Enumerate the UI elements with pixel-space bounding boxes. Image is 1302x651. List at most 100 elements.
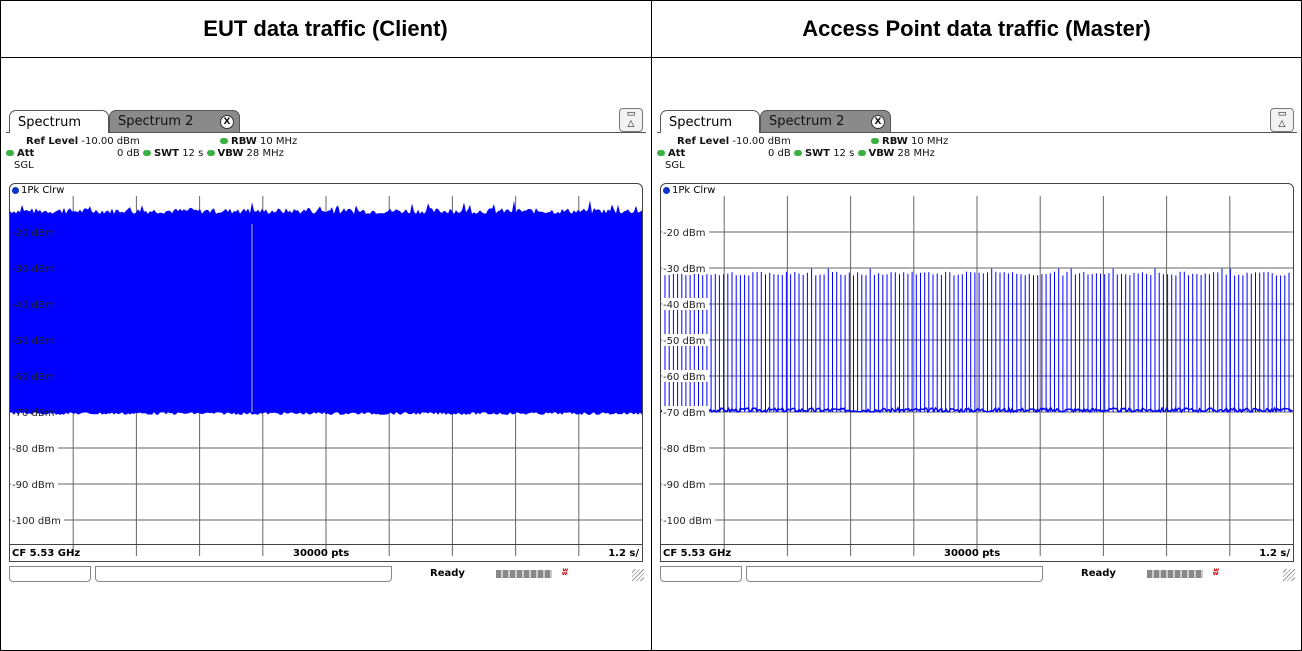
y-tick-label: -80 dBm	[663, 444, 705, 455]
trace-label: 1Pk Clrw	[12, 185, 64, 196]
y-tick-bg	[662, 262, 709, 274]
tab-underline	[6, 132, 646, 133]
status-bar: Ready ʬ	[657, 565, 1297, 585]
swt-coupled-icon	[142, 150, 151, 156]
ref-level-row: Ref Level -10.00 dBm	[677, 136, 791, 147]
att-coupled-icon	[657, 150, 665, 156]
status-field-1[interactable]	[660, 566, 742, 582]
chart-footer: CF 5.53 GHz 30000 pts 1.2 s/	[9, 544, 643, 563]
y-tick-label: -40 dBm	[663, 300, 705, 311]
y-tick-label: -30 dBm	[663, 264, 705, 275]
y-tick-label: -100 dBm	[663, 516, 712, 527]
progress-bars	[1147, 570, 1203, 578]
vbw-coupled-icon	[857, 150, 866, 156]
y-tick-bg	[11, 442, 58, 454]
resize-grip-icon[interactable]	[632, 569, 644, 581]
chart-frame: 1Pk Clrw -20 dBm -30 dBm -40 dBm -50 dBm -60…	[9, 183, 643, 562]
sgl-indicator: SGL	[665, 160, 685, 171]
progress-bars	[496, 570, 552, 578]
y-tick-label: -50 dBm	[663, 336, 705, 347]
tab-spectrum-label: Spectrum	[669, 114, 732, 130]
y-tick-label: -30 dBm	[12, 264, 54, 275]
points-count: 30000 pts	[944, 548, 1001, 559]
spectrum-plot: -20 dBm -30 dBm -40 dBm -50 dBm -60 dBm -70 d…	[661, 196, 1293, 556]
y-tick-label: -60 dBm	[663, 372, 705, 383]
tab-spectrum[interactable]: Spectrum	[9, 110, 109, 133]
close-icon[interactable]: X	[871, 115, 885, 129]
y-tick-label: -70 dBm	[12, 408, 54, 419]
close-icon[interactable]: X	[220, 115, 234, 129]
display-config-icon[interactable]: ▭ △	[1270, 108, 1294, 132]
trace-label: 1Pk Clrw	[663, 185, 715, 196]
y-tick-label: -20 dBm	[663, 228, 705, 239]
center-frequency: CF 5.53 GHz	[663, 548, 732, 559]
time-per-div: 1.2 s/	[1259, 548, 1290, 559]
spectrum-panel-ap: Spectrum Spectrum 2 X ▭ △ Ref Level -10.00…	[657, 107, 1297, 593]
rbw-row: RBW 10 MHz	[871, 136, 948, 147]
chart-footer: CF 5.53 GHz 30000 pts 1.2 s/	[660, 544, 1294, 563]
y-tick-bg	[662, 334, 709, 346]
y-tick-bg	[662, 514, 715, 526]
y-tick-label: -100 dBm	[12, 516, 61, 527]
y-tick-bg	[11, 514, 64, 526]
tab-underline	[657, 132, 1297, 133]
tab-spectrum-label: Spectrum	[18, 114, 81, 130]
y-tick-label: -80 dBm	[12, 444, 54, 455]
y-tick-bg	[662, 442, 709, 454]
points-count: 30000 pts	[293, 548, 350, 559]
status-field-2[interactable]	[95, 566, 392, 582]
att-swt-row: 0 dB SWT 12 s VBW 28 MHz	[117, 148, 284, 159]
y-tick-label: -20 dBm	[12, 228, 54, 239]
header-right: Access Point data traffic (Master)	[802, 15, 1151, 41]
att-swt-row: 0 dB SWT 12 s VBW 28 MHz	[768, 148, 935, 159]
time-per-div: 1.2 s/	[608, 548, 639, 559]
tab-spectrum-2[interactable]: Spectrum 2 X	[109, 110, 240, 132]
rbw-coupled-icon	[220, 138, 228, 144]
swt-coupled-icon	[793, 150, 802, 156]
y-tick-bg	[662, 370, 709, 382]
ref-level-value: -10.00 dBm	[732, 136, 791, 147]
header-left: EUT data traffic (Client)	[203, 15, 448, 41]
ref-level-row: Ref Level -10.00 dBm	[26, 136, 140, 147]
rs-logo-icon: ʬ	[562, 567, 568, 578]
status-field-1[interactable]	[9, 566, 91, 582]
status-field-2[interactable]	[746, 566, 1043, 582]
trace-fill	[10, 214, 642, 412]
center-frequency: CF 5.53 GHz	[12, 548, 81, 559]
att-coupled-icon	[6, 150, 14, 156]
header-divider	[0, 57, 1302, 58]
y-tick-bg	[662, 298, 709, 310]
y-tick-label: -40 dBm	[12, 300, 54, 311]
trace-dot-icon	[12, 186, 19, 194]
trace-floor	[10, 412, 642, 415]
rbw-coupled-icon	[871, 138, 879, 144]
status-ready: Ready	[430, 568, 465, 579]
tab-spectrum-2-label: Spectrum 2	[769, 114, 845, 129]
chart-frame: 1Pk Clrw -20 dBm -30 dBm -40 dBm -50 dBm -60…	[660, 183, 1294, 562]
y-tick-label: -70 dBm	[663, 408, 705, 419]
spectrum-plot: -20 dBm -30 dBm -40 dBm -50 dBm -60 dBm -70 d…	[10, 196, 642, 556]
tab-spectrum-2[interactable]: Spectrum 2 X	[760, 110, 891, 132]
tab-spectrum[interactable]: Spectrum	[660, 110, 760, 133]
y-tick-bg	[662, 406, 709, 418]
ref-level-value: -10.00 dBm	[81, 136, 140, 147]
rs-logo-icon: ʬ	[1213, 567, 1219, 578]
sgl-indicator: SGL	[14, 160, 34, 171]
trace-dot-icon	[663, 186, 670, 194]
vbw-coupled-icon	[206, 150, 215, 156]
tab-spectrum-2-label: Spectrum 2	[118, 114, 194, 129]
rbw-row: RBW 10 MHz	[220, 136, 297, 147]
att-row: Att	[657, 148, 685, 159]
y-tick-label: -60 dBm	[12, 372, 54, 383]
y-tick-bg	[662, 478, 709, 490]
resize-grip-icon[interactable]	[1283, 569, 1295, 581]
trace-peaks	[10, 200, 642, 214]
display-config-icon[interactable]: ▭ △	[619, 108, 643, 132]
y-tick-label: -50 dBm	[12, 336, 54, 347]
status-ready: Ready	[1081, 568, 1116, 579]
y-tick-bg	[662, 226, 709, 238]
spectrum-panel-eut: Spectrum Spectrum 2 X ▭ △ Ref Level -10.00…	[6, 107, 646, 593]
column-divider	[651, 0, 652, 651]
y-tick-label: -90 dBm	[12, 480, 54, 491]
att-row: Att	[6, 148, 34, 159]
